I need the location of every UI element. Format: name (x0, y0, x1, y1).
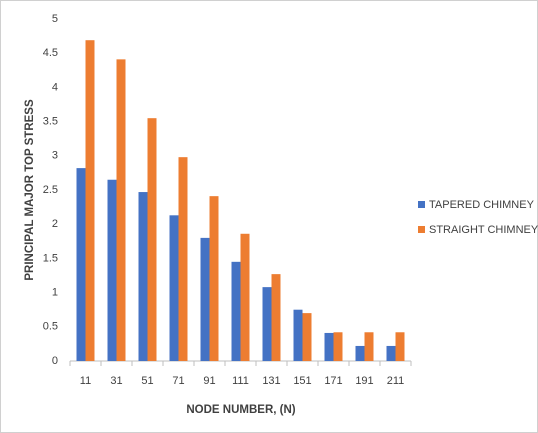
y-tick-label: 1 (52, 287, 58, 299)
y-tick-label: 0.5 (43, 321, 58, 333)
legend-label: STRAIGHT CHIMNEY (429, 224, 538, 236)
x-tick-label: 211 (387, 375, 405, 387)
x-tick-label: 51 (141, 375, 153, 387)
x-tick-label: 171 (324, 375, 342, 387)
bar (178, 157, 188, 361)
x-tick-label: 191 (355, 375, 373, 387)
y-tick-label: 3 (52, 150, 58, 162)
x-tick-label: 11 (80, 375, 91, 387)
bar (271, 274, 281, 361)
y-tick-label: 0 (52, 355, 58, 367)
bar (395, 332, 405, 361)
bar (355, 345, 365, 361)
bar (262, 287, 272, 361)
bar (76, 168, 86, 361)
bar (116, 59, 126, 362)
bar (302, 313, 312, 361)
bar (200, 237, 210, 361)
y-tick-label: 3.5 (43, 116, 58, 128)
bar (364, 332, 374, 361)
y-tick-label: 2.5 (43, 184, 58, 196)
x-axis-title: NODE NUMBER, (N) (186, 404, 295, 416)
bar (240, 233, 250, 361)
bar (209, 196, 219, 361)
bar (169, 215, 179, 361)
x-tick-label: 131 (262, 375, 280, 387)
bar (107, 179, 117, 361)
bar (231, 261, 241, 361)
bar (324, 332, 334, 361)
x-tick-label: 151 (293, 375, 311, 387)
y-axis-title: PRINCIPAL MAJOR TOP STRESS (24, 99, 36, 281)
bar (147, 118, 157, 362)
bar (85, 40, 95, 361)
x-tick-label: 111 (232, 375, 249, 387)
x-tick-label: 91 (203, 375, 215, 387)
y-tick-label: 4.5 (43, 47, 58, 59)
bar (138, 192, 148, 361)
legend-swatch (418, 226, 425, 233)
y-tick-label: 1.5 (43, 252, 58, 264)
legend-swatch (418, 201, 425, 208)
bar (293, 309, 303, 361)
y-tick-label: 5 (52, 13, 58, 25)
x-tick-label: 31 (110, 375, 122, 387)
x-tick-label: 71 (172, 375, 184, 387)
y-tick-label: 4 (52, 81, 58, 93)
bar (333, 332, 343, 361)
y-tick-label: 2 (52, 218, 58, 230)
legend-label: TAPERED CHIMNEY (429, 199, 535, 211)
bar (386, 345, 396, 361)
